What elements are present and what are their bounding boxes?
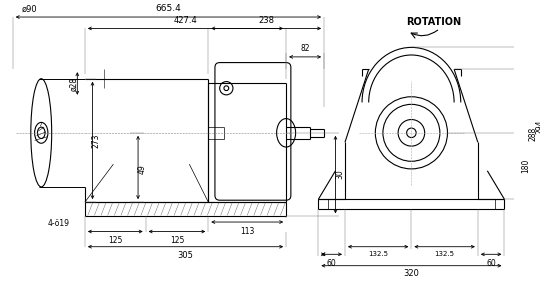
Text: 82: 82 (300, 44, 310, 53)
Text: 305: 305 (178, 250, 193, 259)
Text: 113: 113 (240, 227, 254, 236)
Text: 320: 320 (403, 270, 420, 279)
Text: 132.5: 132.5 (368, 252, 388, 257)
Text: ROTATION: ROTATION (406, 17, 461, 27)
Text: 665.4: 665.4 (156, 4, 181, 13)
Text: 4-ö19: 4-ö19 (48, 219, 69, 228)
Text: 125: 125 (170, 236, 184, 245)
Text: ø28: ø28 (69, 76, 78, 91)
Text: 49: 49 (137, 164, 146, 174)
Text: 427.4: 427.4 (174, 16, 198, 25)
Text: 288: 288 (528, 127, 537, 141)
Text: 238: 238 (258, 16, 274, 25)
Text: 30: 30 (336, 170, 345, 179)
Text: 60: 60 (327, 259, 336, 268)
Text: 273: 273 (92, 133, 101, 148)
Text: 180: 180 (521, 159, 530, 173)
Text: 60: 60 (486, 259, 496, 268)
Text: ø90: ø90 (22, 4, 38, 13)
Text: 132.5: 132.5 (435, 252, 455, 257)
Text: 125: 125 (108, 236, 123, 245)
Text: 294: 294 (536, 120, 540, 134)
